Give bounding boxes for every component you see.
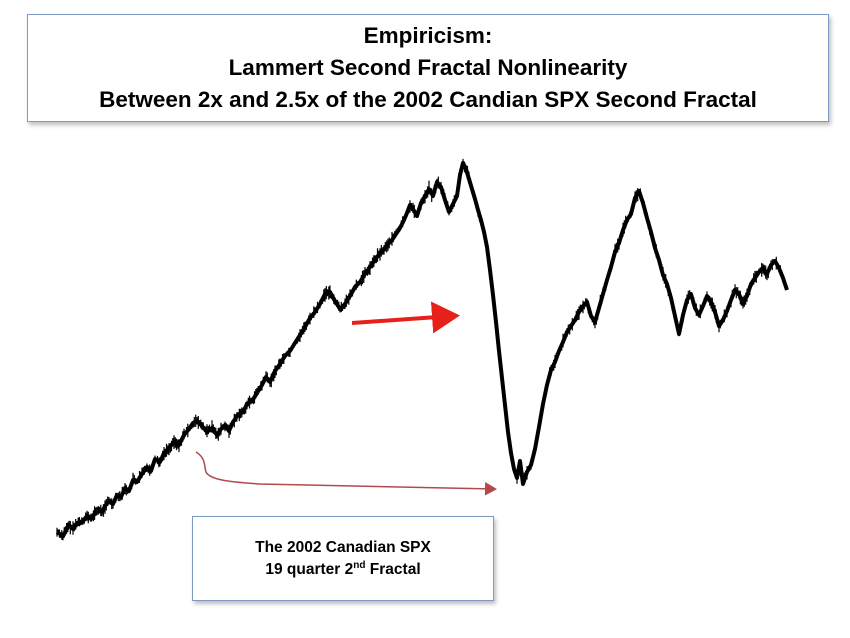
series-noise	[56, 158, 787, 541]
title-line-1: Empiricism:	[363, 23, 493, 48]
title-box: Empiricism: Lammert Second Fractal Nonli…	[27, 14, 829, 122]
pointer-arrow	[351, 301, 460, 334]
caption-line-2-prefix: 19 quarter 2	[265, 560, 354, 578]
caption-line-2-suffix: Fractal	[365, 560, 421, 578]
caption-line-2: 19 quarter 2nd Fractal	[265, 559, 420, 581]
price-series	[55, 158, 789, 541]
title-line-2: Lammert Second Fractal Nonlinearity	[228, 55, 628, 80]
caption-line-1: The 2002 Canadian SPX	[255, 538, 431, 556]
span-arrow	[195, 451, 497, 496]
series-line	[55, 161, 789, 538]
caption-box: The 2002 Canadian SPX 19 quarter 2nd Fra…	[192, 516, 494, 601]
title-line-3: Between 2x and 2.5x of the 2002 Candian …	[99, 87, 757, 112]
caption-line-2-sup: nd	[353, 559, 366, 571]
